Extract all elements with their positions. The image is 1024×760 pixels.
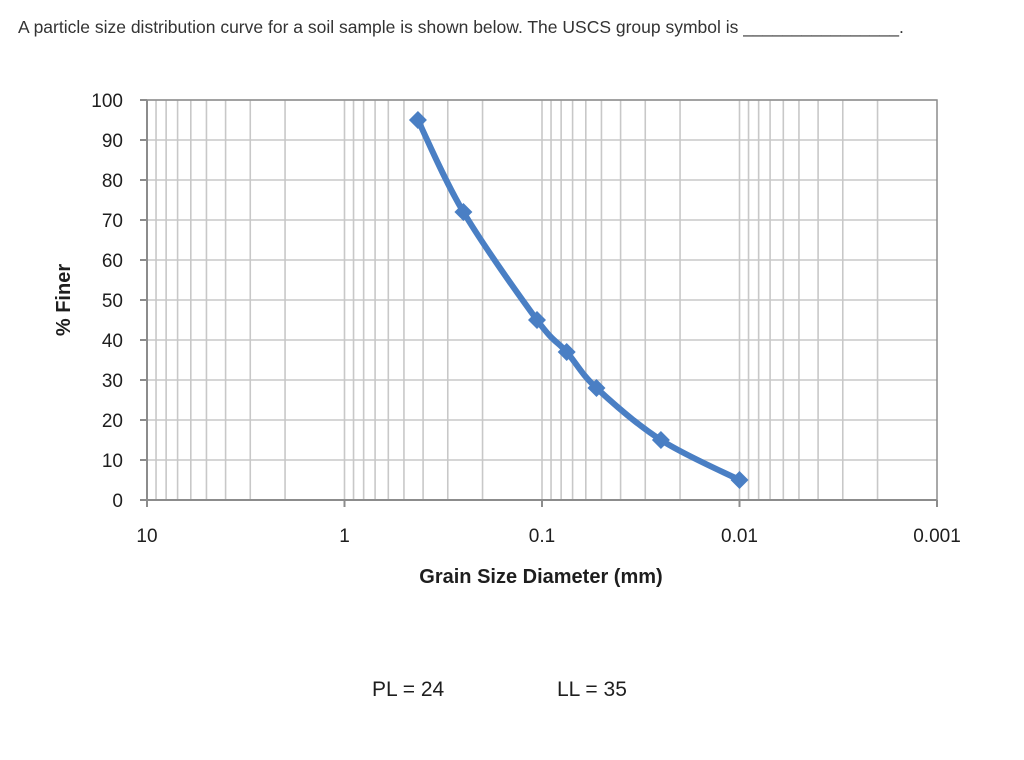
x-tick-label: 0.001: [913, 526, 961, 547]
plastic-limit-note: PL = 24: [372, 678, 445, 701]
data-point-marker: [528, 311, 547, 329]
tick-labels: 0 10 20 30 40 50 60 70 80 90 100 10 1 0.1 0.01 0.001: [91, 91, 960, 547]
y-tick-label: 60: [102, 251, 123, 272]
x-tick-label: 1: [339, 526, 350, 547]
grid-layer: [147, 99, 937, 501]
data-point-marker: [587, 379, 606, 397]
x-axis-title: Grain Size Diameter (mm): [419, 566, 662, 588]
data-point-marker: [408, 111, 427, 129]
y-tick-label: 10: [102, 451, 123, 472]
x-tick-label: 10: [136, 526, 157, 547]
y-tick-label: 30: [102, 371, 123, 392]
data-point-marker: [651, 431, 670, 449]
data-point-marker: [454, 203, 473, 221]
y-tick-label: 90: [102, 131, 123, 152]
y-tick-label: 40: [102, 331, 123, 352]
y-tick-label: 20: [102, 411, 123, 432]
x-tick-label: 0.01: [721, 526, 758, 547]
axis-layer: [140, 99, 938, 507]
y-tick-label: 70: [102, 211, 123, 232]
y-tick-label: 100: [91, 91, 123, 112]
liquid-limit-note: LL = 35: [557, 678, 627, 701]
particle-size-chart: 0 10 20 30 40 50 60 70 80 90 100 10 1 0.1 0.01 0.001 Gr…: [53, 91, 961, 588]
data-point-marker: [730, 471, 749, 489]
y-tick-label: 0: [112, 491, 123, 512]
y-tick-label: 50: [102, 291, 123, 312]
x-tick-label: 0.1: [529, 526, 555, 547]
question-text: A particle size distribution curve for a…: [18, 17, 904, 37]
y-axis-title: % Finer: [53, 264, 75, 336]
data-point-marker: [557, 343, 576, 361]
series-layer: [408, 111, 749, 489]
y-tick-label: 80: [102, 171, 123, 192]
